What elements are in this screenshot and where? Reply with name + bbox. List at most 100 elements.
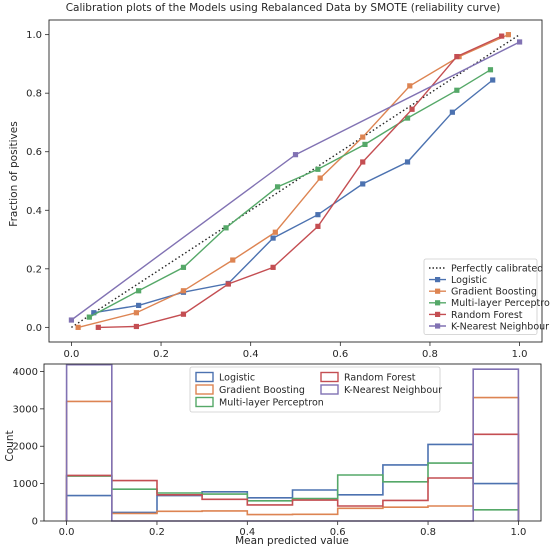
x-tick-label: 0.6: [332, 349, 348, 360]
legend-marker-logistic: [435, 277, 441, 283]
series-multi-layer-perceptron: [86, 67, 494, 320]
data-point-k-nearest-neighbour: [68, 317, 75, 323]
legend-label-perfectly-calibrated: Perfectly calibrated: [451, 263, 543, 274]
y-tick-label: 1000: [13, 479, 38, 490]
data-point-gradient-boosting: [407, 83, 413, 89]
histogram-steps: [65, 363, 520, 522]
histogram-plot: Count Mean predicted value 0.0 0.2 0.4 0.6 0…: [4, 363, 542, 547]
histogram-gradient-boosting: [65, 396, 520, 521]
legend-label-random-forest: Random Forest: [451, 310, 523, 321]
histogram-step-random-forest: [65, 433, 520, 521]
data-point-random-forest: [315, 223, 321, 229]
data-point-random-forest: [95, 324, 101, 330]
top-plot-frame: [48, 19, 543, 343]
x-tick-label: 0.4: [239, 527, 255, 538]
data-point-multi-layer-perceptron: [362, 141, 368, 148]
y-axis-label-fraction-of-positives: Fraction of positives: [8, 121, 20, 226]
data-point-multi-layer-perceptron: [454, 87, 460, 93]
data-point-gradient-boosting: [75, 324, 81, 330]
x-tick-label: 1.0: [510, 527, 526, 538]
y-tick-label: 0.6: [26, 147, 42, 158]
data-point-random-forest: [270, 264, 276, 270]
histogram-logistic: [65, 443, 520, 521]
legend-label-gradient-boosting: Gradient Boosting: [451, 287, 537, 298]
data-point-logistic: [490, 77, 496, 83]
series-random-forest: [95, 33, 505, 330]
data-point-gradient-boosting: [360, 134, 366, 140]
data-point-k-nearest-neighbour: [292, 152, 299, 158]
data-point-multi-layer-perceptron: [86, 314, 92, 320]
legend-swatch-multi-layer-perceptron: [195, 396, 214, 408]
bottom-plot-frame: [43, 363, 542, 522]
x-tick-label: 0.0: [59, 527, 75, 538]
y-tick-label: 0: [32, 517, 38, 528]
x-axis-ticks: 0.0 0.2 0.4 0.6 0.8 1.0: [63, 342, 528, 360]
legend-swatch-k-nearest-neighbour: [320, 384, 339, 395]
legend-marker-random-forest: [435, 311, 441, 317]
legend-label-random-forest: Random Forest: [344, 372, 416, 383]
x-tick-label: 0.4: [243, 349, 259, 360]
series-line-random-forest: [98, 35, 502, 329]
legend-marker-k-nearest-neighbour: [435, 323, 441, 329]
y-tick-label: 3000: [13, 404, 38, 415]
y-tick-label: 0.2: [26, 264, 42, 275]
data-point-logistic: [315, 212, 321, 218]
series-k-nearest-neighbour: [68, 39, 523, 323]
y-tick-label: 1.0: [26, 30, 42, 41]
legend-swatch-gradient-boosting: [195, 384, 214, 395]
data-point-gradient-boosting: [317, 175, 323, 181]
x-tick-label: 0.2: [149, 527, 165, 538]
legend-label-gradient-boosting: Gradient Boosting: [219, 385, 305, 396]
histogram-step-logistic: [65, 443, 520, 521]
data-point-multi-layer-perceptron: [487, 67, 494, 73]
data-point-logistic: [449, 109, 455, 115]
series-line-gradient-boosting: [77, 33, 509, 329]
y-tick-label: 0.8: [26, 89, 42, 100]
legend-box: [423, 258, 538, 335]
calibration-curves: [68, 32, 523, 330]
legend-swatch-random-forest: [320, 371, 339, 383]
x-tick-label: 0.6: [330, 527, 346, 538]
x-tick-label: 0.0: [63, 349, 79, 360]
data-point-gradient-boosting: [133, 310, 139, 316]
data-point-multi-layer-perceptron: [315, 166, 321, 172]
data-point-logistic: [404, 159, 411, 165]
series-line-multi-layer-perceptron: [88, 69, 491, 318]
legend-swatch-logistic: [195, 371, 214, 383]
series-line-logistic: [93, 79, 494, 314]
y-tick-label: 0.4: [26, 206, 42, 217]
data-point-k-nearest-neighbour: [516, 39, 523, 45]
y-tick-label: 4000: [13, 367, 38, 378]
data-point-gradient-boosting: [180, 288, 187, 294]
legend-label-logistic: Logistic: [451, 275, 487, 286]
legend-marker-multi-layer-perceptron: [435, 300, 441, 306]
x-tick-label: 0.2: [153, 349, 169, 360]
x-axis-label-mean-predicted-value: Mean predicted value: [235, 535, 349, 547]
data-point-random-forest: [454, 53, 460, 60]
legend-box: [189, 366, 441, 413]
legend-label-k-nearest-neighbour: K-Nearest Neighbour: [451, 321, 549, 332]
histogram-random-forest: [65, 433, 520, 521]
data-point-gradient-boosting: [230, 257, 236, 263]
histogram-step-gradient-boosting: [65, 396, 520, 521]
legend-label-multi-layer-perceptron: Multi-layer Perceptron: [219, 397, 324, 408]
x-tick-label: 1.0: [512, 349, 528, 360]
calibration-plot: Fraction of positives 0.0 0.2 0.4 0.6 0.8 1.0…: [8, 19, 550, 360]
perfectly-calibrated-line: [71, 34, 520, 328]
series-logistic: [91, 77, 496, 316]
data-point-gradient-boosting: [272, 229, 278, 235]
data-point-logistic: [91, 310, 97, 316]
legend-label-multi-layer-perceptron: Multi-layer Perceptron: [451, 298, 550, 309]
legend-label-k-nearest-neighbour: K-Nearest Neighbour: [344, 385, 442, 396]
data-point-random-forest: [499, 33, 505, 39]
data-point-multi-layer-perceptron: [223, 225, 229, 231]
legend-label-logistic: Logistic: [219, 372, 255, 383]
y-axis-ticks: 0.0 0.2 0.4 0.6 0.8 1.0: [26, 30, 49, 334]
data-point-multi-layer-perceptron: [404, 115, 411, 121]
x-tick-label: 0.8: [422, 349, 438, 360]
data-point-random-forest: [180, 311, 187, 317]
data-point-random-forest: [225, 281, 231, 287]
